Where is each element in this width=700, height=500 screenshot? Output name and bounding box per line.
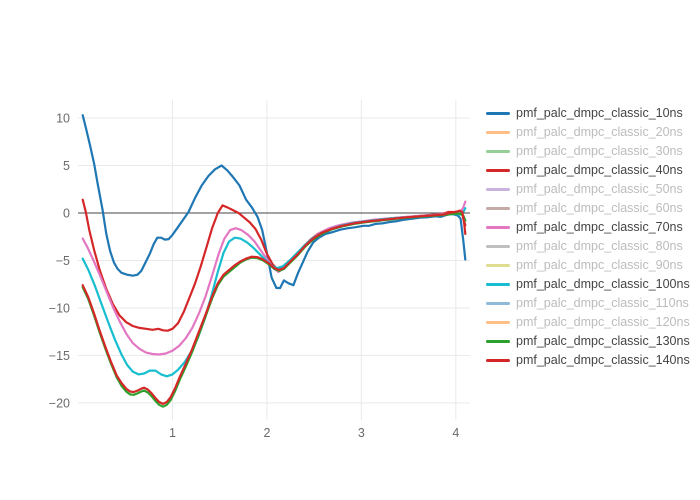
legend-line-swatch [486, 264, 510, 267]
legend-line-swatch [486, 226, 510, 229]
x-tick-label: 4 [452, 426, 459, 440]
legend-line-swatch [486, 188, 510, 191]
legend-label: pmf_palc_dmpc_classic_10ns [516, 106, 683, 120]
legend-line-swatch [486, 131, 510, 134]
legend: pmf_palc_dmpc_classic_10ns pmf_palc_dmpc_… [486, 104, 690, 370]
series-line-pmf_palc_dmpc_classic_140ns[interactable] [81, 209, 467, 405]
x-tick-label: 1 [169, 426, 176, 440]
series-layer [81, 114, 467, 408]
legend-label: pmf_palc_dmpc_classic_130ns [516, 334, 690, 348]
legend-item-pmf_palc_dmpc_classic_130ns[interactable]: pmf_palc_dmpc_classic_130ns [486, 332, 690, 351]
legend-item-pmf_palc_dmpc_classic_100ns[interactable]: pmf_palc_dmpc_classic_100ns [486, 275, 690, 294]
legend-label: pmf_palc_dmpc_classic_60ns [516, 201, 683, 215]
legend-line-swatch [486, 169, 510, 172]
legend-line-swatch [486, 340, 510, 343]
legend-label: pmf_palc_dmpc_classic_110ns [516, 296, 689, 310]
legend-line-swatch [486, 359, 510, 362]
legend-line-swatch [486, 207, 510, 210]
legend-item-pmf_palc_dmpc_classic_20ns[interactable]: pmf_palc_dmpc_classic_20ns [486, 123, 690, 142]
y-tick-label: −15 [49, 349, 70, 363]
legend-item-pmf_palc_dmpc_classic_50ns[interactable]: pmf_palc_dmpc_classic_50ns [486, 180, 690, 199]
legend-label: pmf_palc_dmpc_classic_20ns [516, 125, 683, 139]
legend-label: pmf_palc_dmpc_classic_90ns [516, 258, 683, 272]
legend-item-pmf_palc_dmpc_classic_70ns[interactable]: pmf_palc_dmpc_classic_70ns [486, 218, 690, 237]
y-tick-label: −5 [56, 254, 70, 268]
legend-item-pmf_palc_dmpc_classic_10ns[interactable]: pmf_palc_dmpc_classic_10ns [486, 104, 690, 123]
y-tick-label: −20 [49, 396, 70, 410]
grid-layer [78, 100, 470, 420]
x-tick-label: 2 [263, 426, 270, 440]
y-tick-label: 5 [63, 159, 70, 173]
legend-item-pmf_palc_dmpc_classic_30ns[interactable]: pmf_palc_dmpc_classic_30ns [486, 142, 690, 161]
y-tick-label: −10 [49, 301, 70, 315]
legend-line-swatch [486, 302, 510, 305]
legend-item-pmf_palc_dmpc_classic_90ns[interactable]: pmf_palc_dmpc_classic_90ns [486, 256, 690, 275]
legend-line-swatch [486, 283, 510, 286]
legend-label: pmf_palc_dmpc_classic_70ns [516, 220, 683, 234]
legend-label: pmf_palc_dmpc_classic_50ns [516, 182, 683, 196]
tick-layer: 10 5 0 −5 −10 −15 −20 1 2 3 4 [49, 111, 460, 440]
legend-item-pmf_palc_dmpc_classic_120ns[interactable]: pmf_palc_dmpc_classic_120ns [486, 313, 690, 332]
y-tick-label: 10 [56, 111, 70, 125]
legend-item-pmf_palc_dmpc_classic_40ns[interactable]: pmf_palc_dmpc_classic_40ns [486, 161, 690, 180]
legend-line-swatch [486, 150, 510, 153]
legend-label: pmf_palc_dmpc_classic_120ns [516, 315, 690, 329]
y-tick-label: 0 [63, 206, 70, 220]
legend-item-pmf_palc_dmpc_classic_60ns[interactable]: pmf_palc_dmpc_classic_60ns [486, 199, 690, 218]
legend-item-pmf_palc_dmpc_classic_140ns[interactable]: pmf_palc_dmpc_classic_140ns [486, 351, 690, 370]
legend-line-swatch [486, 245, 510, 248]
legend-label: pmf_palc_dmpc_classic_140ns [516, 353, 690, 367]
legend-item-pmf_palc_dmpc_classic_110ns[interactable]: pmf_palc_dmpc_classic_110ns [486, 294, 690, 313]
legend-line-swatch [486, 112, 510, 115]
legend-item-pmf_palc_dmpc_classic_80ns[interactable]: pmf_palc_dmpc_classic_80ns [486, 237, 690, 256]
legend-line-swatch [486, 321, 510, 324]
legend-label: pmf_palc_dmpc_classic_100ns [516, 277, 690, 291]
legend-label: pmf_palc_dmpc_classic_40ns [516, 163, 683, 177]
x-tick-label: 3 [358, 426, 365, 440]
legend-label: pmf_palc_dmpc_classic_80ns [516, 239, 683, 253]
series-line-pmf_palc_dmpc_classic_10ns[interactable] [81, 114, 467, 290]
legend-label: pmf_palc_dmpc_classic_30ns [516, 144, 683, 158]
